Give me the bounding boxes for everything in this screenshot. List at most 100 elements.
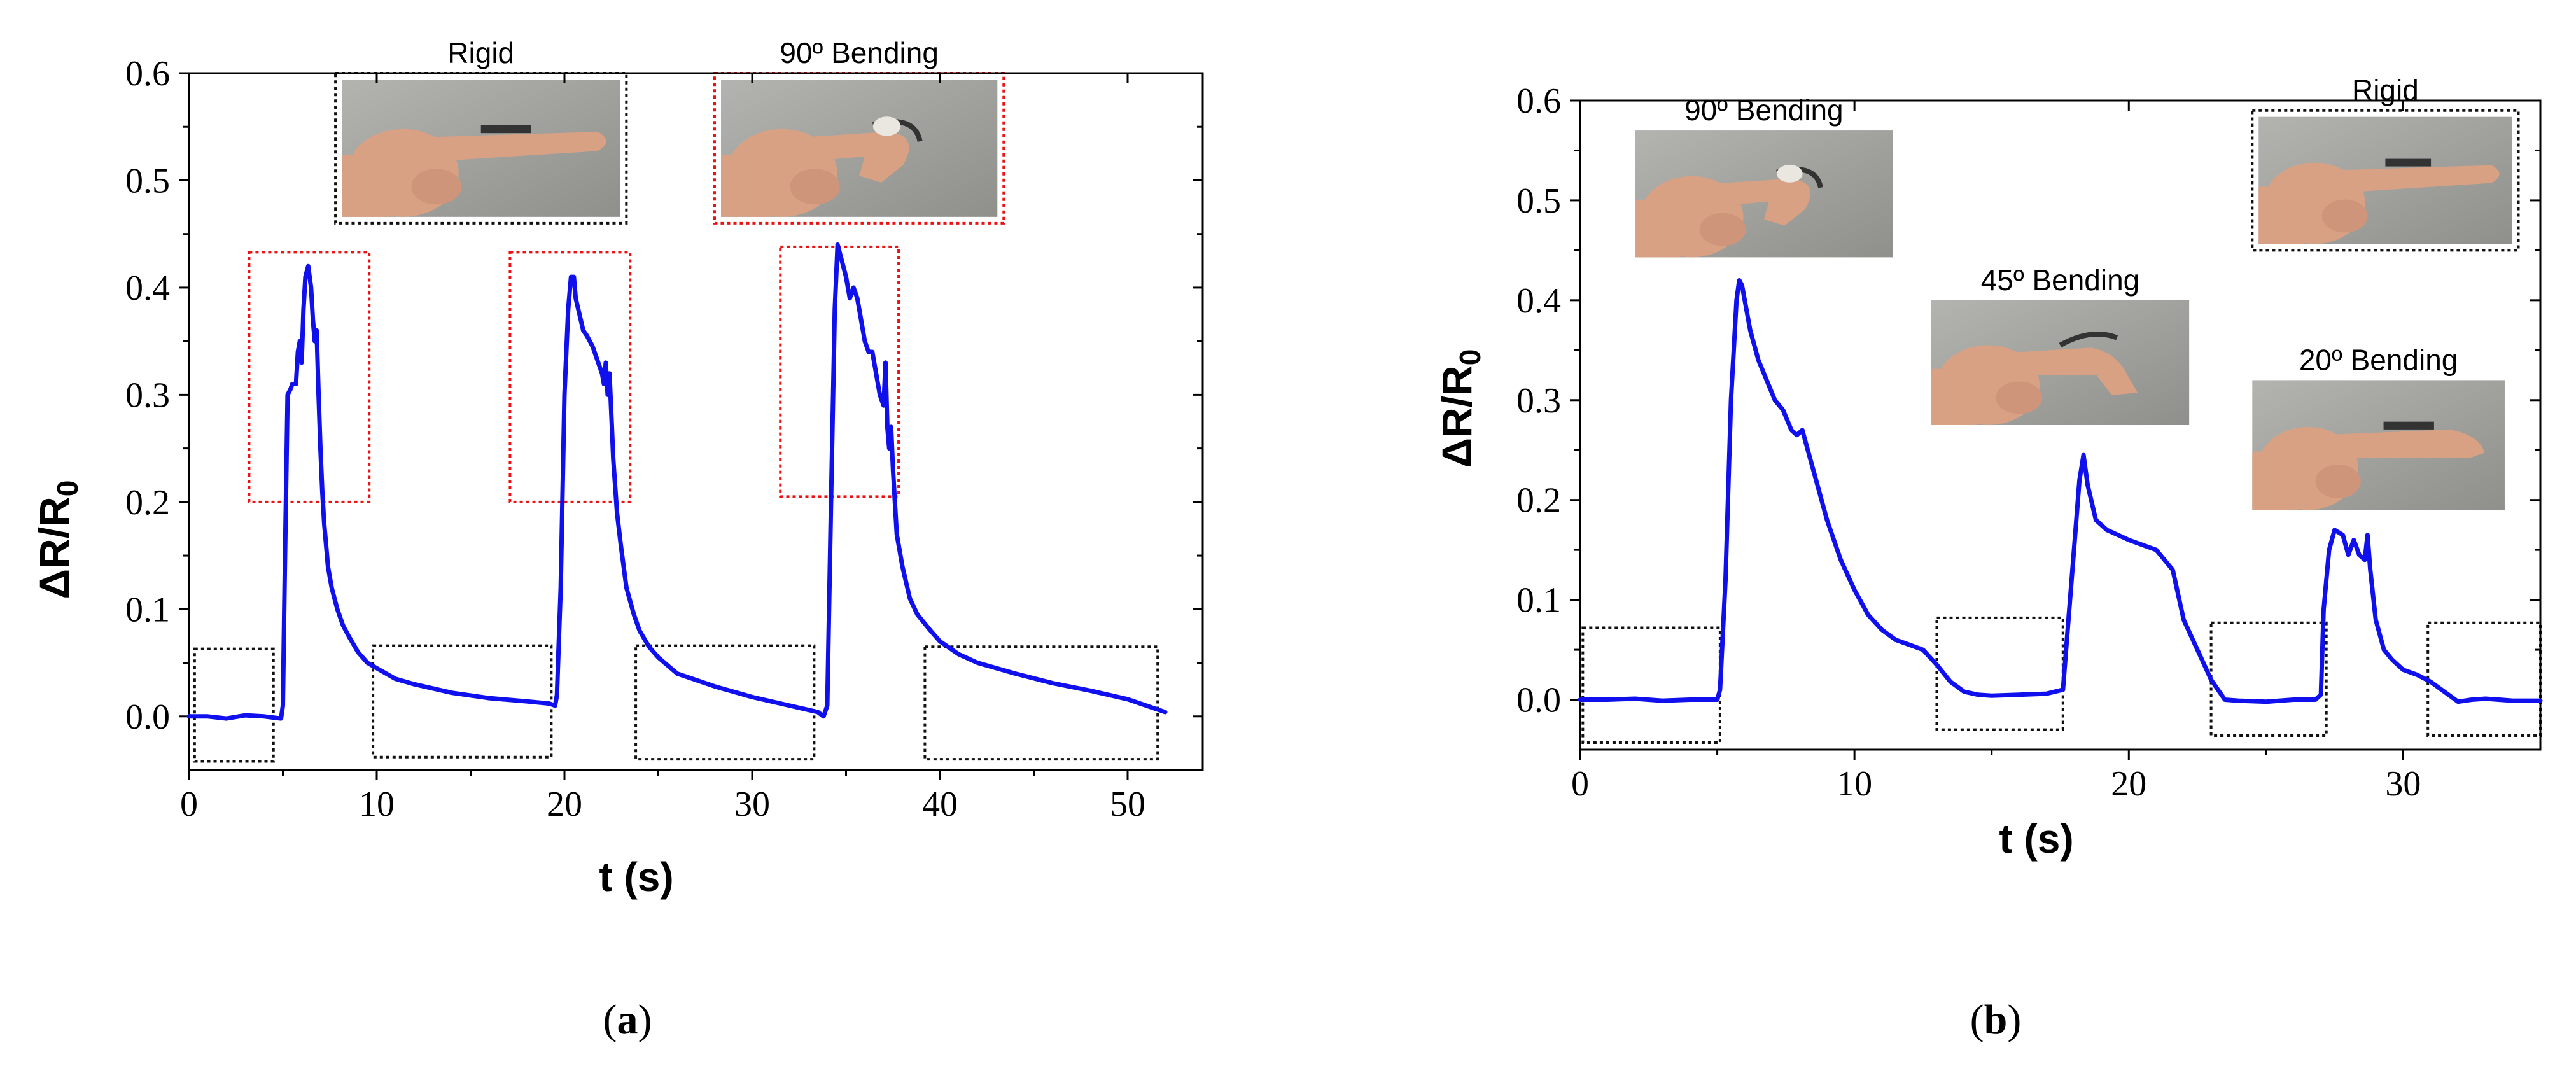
peak-highlight-box <box>508 251 632 503</box>
x-tick-label: 10 <box>1837 764 1872 804</box>
sensor-wrap <box>1777 164 1803 183</box>
x-tick-label: 10 <box>359 785 395 824</box>
photo-caption: Rigid <box>447 36 514 69</box>
y-tick-label: 0.4 <box>1516 281 1561 321</box>
hand-curled-fingers <box>1699 213 1746 246</box>
photo-insets-b: 90º Bending 45º Bending Rigid 20º Bending <box>1635 74 2520 510</box>
panel-label-b: (b) <box>1970 997 2022 1043</box>
x-axis-label-a: t (s) <box>599 854 673 900</box>
photo-caption: 45º Bending <box>1981 263 2140 297</box>
highlight-boxes-b <box>1581 616 2542 745</box>
x-tick-label: 40 <box>922 785 958 824</box>
baseline-highlight-box <box>1581 626 1721 745</box>
hand-wrist <box>2252 451 2298 510</box>
x-tick-label: 0 <box>1571 764 1589 804</box>
photo-inset-bend90: 90º Bending <box>1635 94 1893 258</box>
y-tick-label: 0.5 <box>1516 181 1561 221</box>
y-tick-label: 0.5 <box>125 161 170 200</box>
y-tick-label: 0.0 <box>125 697 170 737</box>
ticks-b: 0 10 20 30 0.0 0.1 0.2 0.3 0.4 0.5 0.6 <box>1516 81 2540 804</box>
y-tick-label: 0.1 <box>125 590 170 629</box>
axes-b <box>1579 99 2542 751</box>
hand-wrist <box>1635 200 1682 258</box>
photo-inset-bend45: 45º Bending <box>1931 263 2190 425</box>
x-tick-label: 0 <box>180 785 198 824</box>
hand-wrist <box>2258 186 2304 244</box>
plot-frame-b <box>1579 99 2542 751</box>
photo-caption: 90º Bending <box>1684 94 1844 127</box>
x-tick-label: 30 <box>2385 764 2421 804</box>
y-axis-label-main-b: ΔR/R <box>1433 365 1480 468</box>
x-tick-label: 20 <box>2111 764 2146 804</box>
plot-frame-a <box>188 72 1204 771</box>
hand-wrist <box>721 155 771 217</box>
index-finger <box>425 132 606 162</box>
photo-border <box>713 72 1005 225</box>
y-axis-label-sub-a: 0 <box>51 480 84 497</box>
hand-wrist <box>342 155 392 217</box>
y-tick-label: 0.6 <box>1516 81 1561 121</box>
series-b <box>1578 278 2543 704</box>
y-tick-label: 0.0 <box>1516 681 1561 720</box>
hand-curled-fingers <box>790 169 840 205</box>
baseline-highlight-box <box>923 645 1159 761</box>
index-finger <box>2008 347 2138 395</box>
photo-inset-rigid: Rigid <box>2251 74 2520 252</box>
x-tick-label: 30 <box>734 785 770 824</box>
chart-panel-a: Rigid 90º Bending 0 10 20 30 40 50 0.0 0.1 0.2 0.3… <box>31 36 1204 1043</box>
index-finger <box>2328 429 2485 458</box>
hand-curled-fingers <box>2315 464 2361 499</box>
series-line <box>1578 278 2543 704</box>
baseline-highlight-box <box>372 644 553 759</box>
photo-caption: 90º Bending <box>780 36 939 69</box>
y-axis-label-a: ΔR/R0 <box>31 480 84 599</box>
y-tick-label: 0.6 <box>125 54 170 94</box>
x-axis-label-b: t (s) <box>1999 816 2073 862</box>
x-tick-label: 20 <box>547 785 582 824</box>
y-axis-label-b: ΔR/R0 <box>1433 349 1487 468</box>
photo-insets-a: Rigid 90º Bending <box>334 36 1005 225</box>
peak-highlight-box <box>779 245 900 498</box>
chart-panel-b: 90º Bending 45º Bending Rigid 20º Bending 0… <box>1433 74 2543 1043</box>
photo-caption: 20º Bending <box>2299 343 2458 376</box>
photo-inset-rigid: Rigid <box>334 36 628 225</box>
index-finger <box>804 132 909 183</box>
sensor-strip <box>2383 421 2434 430</box>
axes-a <box>188 72 1204 771</box>
sensor-strip <box>2059 332 2118 347</box>
y-tick-label: 0.4 <box>125 269 170 308</box>
panel-label-a: (a) <box>603 997 652 1043</box>
photo-border <box>334 72 628 225</box>
y-axis-label-sub-b: 0 <box>1453 349 1487 366</box>
photo-inset-bend20: 20º Bending <box>2252 343 2505 510</box>
baseline-highlight-box <box>2426 621 2542 738</box>
y-axis-label-main-a: ΔR/R <box>31 496 78 599</box>
index-finger <box>2334 165 2500 193</box>
hand-curled-fingers <box>1996 381 2043 414</box>
hand-wrist <box>1931 368 1978 425</box>
peak-highlight-box <box>248 251 371 503</box>
highlight-boxes-a <box>193 245 1159 763</box>
photo-inset-bend90: 90º Bending <box>713 36 1005 225</box>
sensor-strip <box>480 125 531 134</box>
y-tick-label: 0.2 <box>125 483 170 522</box>
panel-label-a-letter: a <box>617 997 638 1043</box>
series-line <box>186 242 1168 721</box>
series-a <box>186 242 1168 721</box>
photo-caption: Rigid <box>2352 74 2419 107</box>
index-finger <box>1712 178 1810 226</box>
baseline-highlight-box <box>193 647 275 763</box>
y-tick-label: 0.3 <box>1516 381 1561 421</box>
sensor-wrap <box>872 116 901 136</box>
y-tick-label: 0.1 <box>1516 581 1561 620</box>
hand-curled-fingers <box>2321 199 2368 233</box>
baseline-highlight-box <box>2209 621 2328 738</box>
baseline-highlight-box <box>1935 616 2064 731</box>
sensor-strip <box>2385 158 2432 167</box>
hand-curled-fingers <box>411 169 462 205</box>
panel-label-b-letter: b <box>1984 997 2008 1043</box>
y-tick-label: 0.3 <box>125 375 170 415</box>
x-tick-label: 50 <box>1110 785 1145 824</box>
ticks-a: 0 10 20 30 40 50 0.0 0.1 0.2 0.3 0.4 0.5 0.6 <box>125 54 1203 824</box>
